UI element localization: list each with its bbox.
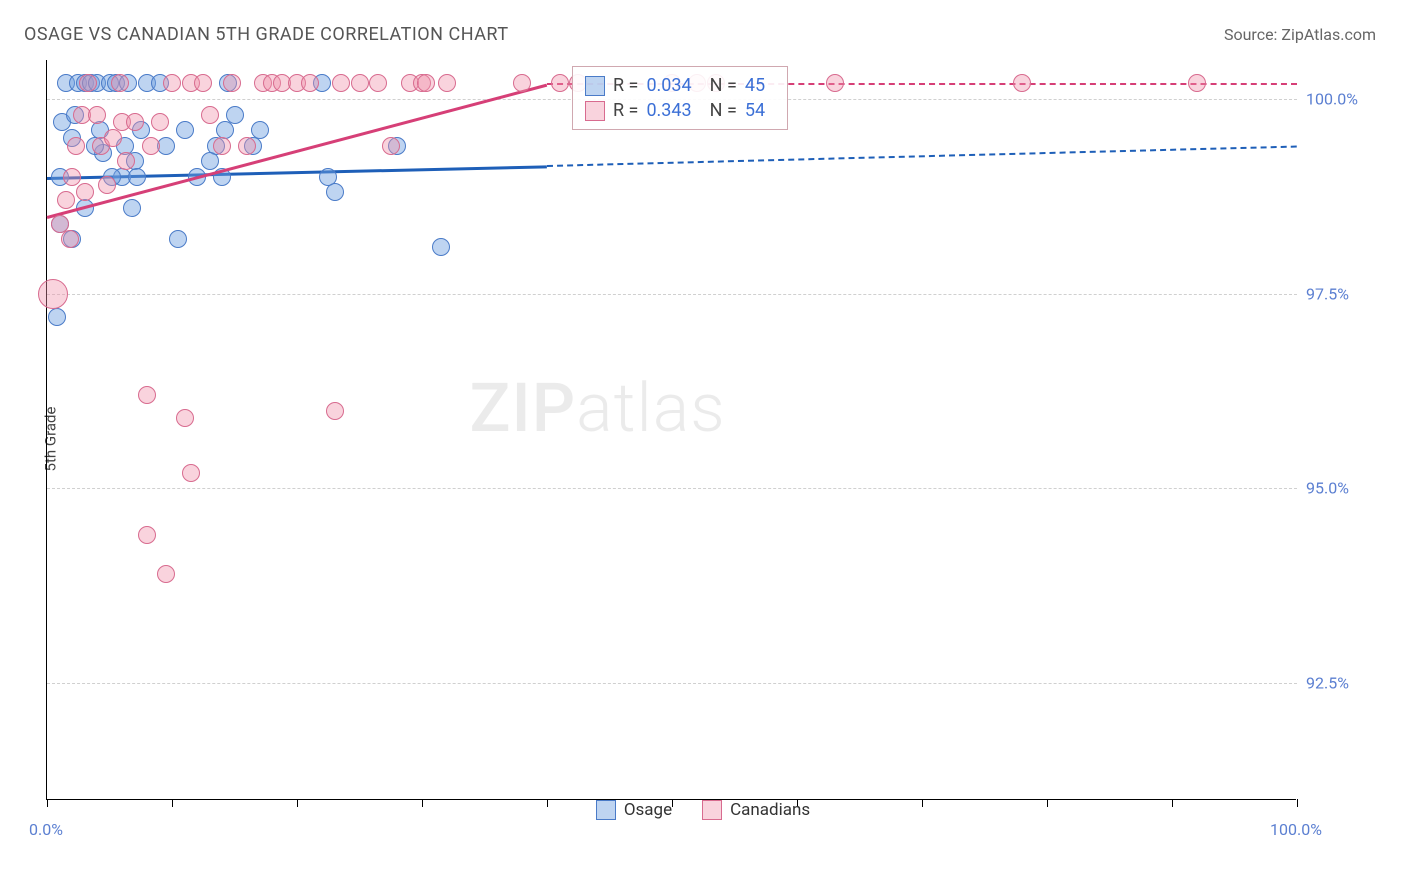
data-point	[194, 74, 212, 92]
data-point	[123, 199, 141, 217]
data-point	[38, 279, 68, 309]
legend-swatch	[702, 800, 722, 820]
stat-r-label: R =	[613, 100, 638, 121]
data-point	[826, 74, 844, 92]
data-point	[128, 168, 146, 186]
data-point	[182, 464, 200, 482]
y-tick-label: 100.0%	[1306, 89, 1358, 108]
data-point	[138, 386, 156, 404]
chart-container: 5th Grade ZIPatlas R =0.034N =45R =0.343…	[46, 60, 1376, 800]
watermark-light: atlas	[576, 368, 726, 448]
data-point	[226, 106, 244, 124]
chart-title: OSAGE VS CANADIAN 5TH GRADE CORRELATION …	[24, 24, 509, 45]
data-point	[111, 74, 129, 92]
legend-stats-box: R = 0.034 N = 45 R = 0.343 N = 54	[572, 66, 788, 130]
data-point	[163, 74, 181, 92]
data-point	[79, 74, 97, 92]
y-tick-label: 92.5%	[1306, 674, 1349, 693]
data-point	[213, 137, 231, 155]
data-point	[417, 74, 435, 92]
legend-swatch	[585, 101, 605, 121]
data-point	[117, 152, 135, 170]
data-point	[176, 121, 194, 139]
stat-r-label: R =	[613, 75, 638, 96]
data-point	[251, 121, 269, 139]
data-point	[1013, 74, 1031, 92]
data-point	[157, 565, 175, 583]
legend-swatch	[585, 76, 605, 96]
data-point	[48, 308, 66, 326]
stat-n-label: N =	[710, 100, 737, 121]
data-point	[151, 113, 169, 131]
data-point	[326, 183, 344, 201]
stat-r-value: 0.034	[646, 75, 691, 96]
trend-line-dashed	[547, 146, 1297, 167]
watermark-bold: ZIP	[470, 368, 577, 448]
legend-stats-row: R = 0.034 N = 45	[585, 73, 775, 98]
stat-n-value: 45	[745, 75, 765, 96]
gridline	[47, 294, 1297, 295]
data-point	[169, 230, 187, 248]
data-point	[138, 526, 156, 544]
data-point	[104, 129, 122, 147]
source-attribution: Source: ZipAtlas.com	[1224, 25, 1376, 44]
data-point	[351, 74, 369, 92]
stat-r-value: 0.343	[646, 100, 691, 121]
data-point	[301, 74, 319, 92]
legend-series-name: Canadians	[730, 800, 810, 820]
y-tick-label: 95.0%	[1306, 479, 1349, 498]
data-point	[61, 230, 79, 248]
bottom-legend: Osage Canadians	[0, 800, 1406, 820]
data-point	[326, 402, 344, 420]
watermark: ZIPatlas	[470, 368, 726, 448]
data-point	[201, 106, 219, 124]
data-point	[201, 152, 219, 170]
data-point	[67, 137, 85, 155]
y-tick-label: 97.5%	[1306, 284, 1349, 303]
data-point	[223, 74, 241, 92]
data-point	[88, 106, 106, 124]
legend-series-name: Osage	[624, 800, 672, 820]
data-point	[513, 74, 531, 92]
data-point	[98, 176, 116, 194]
data-point	[369, 74, 387, 92]
stat-n-label: N =	[710, 75, 737, 96]
data-point	[382, 137, 400, 155]
data-point	[238, 137, 256, 155]
gridline	[47, 683, 1297, 684]
x-tick-label: 0.0%	[29, 820, 63, 839]
data-point	[438, 74, 456, 92]
plot-area: ZIPatlas R = 0.034 N = 45 R = 0.343 N = 54	[46, 60, 1296, 800]
x-tick-label: 100.0%	[1270, 820, 1322, 839]
data-point	[126, 113, 144, 131]
data-point	[432, 238, 450, 256]
data-point	[551, 74, 569, 92]
data-point	[57, 191, 75, 209]
data-point	[1188, 74, 1206, 92]
data-point	[142, 137, 160, 155]
data-point	[76, 183, 94, 201]
data-point	[332, 74, 350, 92]
stat-n-value: 54	[745, 100, 765, 121]
data-point	[176, 409, 194, 427]
bottom-legend-item: Canadians	[702, 800, 810, 820]
legend-stats-row: R = 0.343 N = 54	[585, 98, 775, 123]
data-point	[63, 168, 81, 186]
legend-swatch	[596, 800, 616, 820]
bottom-legend-item: Osage	[596, 800, 672, 820]
gridline	[47, 488, 1297, 489]
